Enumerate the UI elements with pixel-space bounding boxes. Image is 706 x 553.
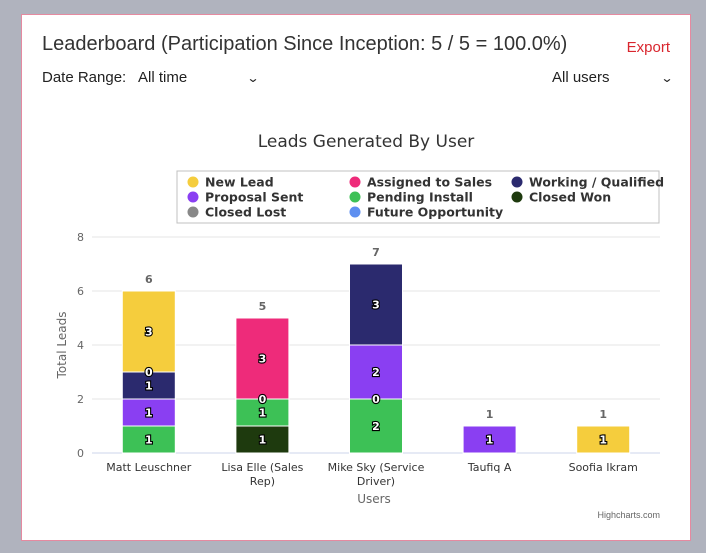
stack-total-label: 7 xyxy=(372,246,380,259)
data-label: 1 xyxy=(145,434,153,447)
bar-segment xyxy=(462,425,517,454)
y-axis-label: Total Leads xyxy=(55,312,69,380)
filter-row: Date Range: All time ⌄ All users ⌄ xyxy=(42,69,674,93)
data-label: 1 xyxy=(145,407,153,420)
chart-title: Leads Generated By User xyxy=(258,132,475,152)
stack-total-label: 1 xyxy=(599,408,607,421)
x-tick-label: Soofia Ikram xyxy=(569,461,638,474)
data-label: 1 xyxy=(259,407,267,420)
legend-item: Assigned to Sales xyxy=(367,175,492,190)
x-axis-label: Users xyxy=(357,492,391,506)
page-title: Leaderboard (Participation Since Incepti… xyxy=(42,33,568,55)
legend-marker xyxy=(187,191,199,203)
bar-segment xyxy=(235,317,290,400)
stack-total-label: 5 xyxy=(259,300,267,313)
users-value: All users xyxy=(552,69,610,86)
legend-item: Closed Won xyxy=(529,190,611,205)
data-label: 1 xyxy=(145,380,153,393)
leaderboard-card: Leaderboard (Participation Since Incepti… xyxy=(21,14,691,541)
legend-item: Working / Qualified xyxy=(529,175,664,190)
x-tick-label: Taufiq A xyxy=(467,461,512,474)
legend-marker xyxy=(349,191,361,203)
export-button[interactable]: Export xyxy=(626,39,670,56)
bar-segment xyxy=(235,398,290,427)
chart-credits[interactable]: Highcharts.com xyxy=(597,510,660,520)
data-label: 2 xyxy=(372,366,380,379)
bar-segment xyxy=(235,425,290,454)
chevron-down-icon: ⌄ xyxy=(246,70,260,85)
data-label: 1 xyxy=(599,434,607,447)
y-tick-label: 2 xyxy=(77,393,84,406)
bar-segment xyxy=(349,263,403,346)
zero-data-label: 0 xyxy=(145,366,153,379)
stack-total-label: 6 xyxy=(145,273,153,286)
y-tick-label: 6 xyxy=(77,285,84,298)
leads-chart: Leads Generated By User New Lead Assigned … xyxy=(55,132,664,506)
bar-segment xyxy=(121,425,176,454)
legend-item: Future Opportunity xyxy=(367,205,503,220)
legend-box xyxy=(176,170,660,224)
y-tick-label: 8 xyxy=(77,231,84,244)
bar-segment xyxy=(576,425,631,454)
data-label: 1 xyxy=(259,434,267,447)
data-label: 1 xyxy=(486,434,494,447)
date-range-value: All time xyxy=(138,69,188,86)
legend-marker xyxy=(187,206,199,218)
data-label: 3 xyxy=(372,299,380,312)
bar-segment xyxy=(349,344,403,400)
legend-item: Proposal Sent xyxy=(205,190,303,205)
legend-marker xyxy=(511,191,523,203)
data-label: 3 xyxy=(259,353,267,366)
legend-item: Pending Install xyxy=(367,190,473,205)
bar-segment xyxy=(349,398,403,454)
y-tick-label: 4 xyxy=(77,339,84,352)
zero-data-label: 0 xyxy=(259,393,267,406)
legend-item: New Lead xyxy=(205,175,274,190)
x-tick-label: Driver) xyxy=(357,475,395,488)
legend-item: Closed Lost xyxy=(205,205,286,220)
bar-segment xyxy=(121,398,176,427)
zero-data-label: 0 xyxy=(372,393,380,406)
data-label: 3 xyxy=(145,326,153,339)
users-select[interactable]: All users ⌄ xyxy=(552,69,674,86)
x-tick-label: Rep) xyxy=(250,475,275,488)
data-label: 2 xyxy=(372,420,380,433)
y-tick-label: 0 xyxy=(77,447,84,460)
legend-marker xyxy=(349,176,361,188)
legend-marker xyxy=(349,206,361,218)
x-tick-label: Mike Sky (Service xyxy=(328,461,425,474)
x-tick-label: Matt Leuschner xyxy=(106,461,192,474)
legend-marker xyxy=(511,176,523,188)
date-range-label: Date Range: xyxy=(42,69,127,86)
bar-segment xyxy=(121,290,176,373)
x-tick-label: Lisa Elle (Sales xyxy=(221,461,303,474)
stack-total-label: 1 xyxy=(486,408,494,421)
chevron-down-icon: ⌄ xyxy=(660,70,674,85)
legend-marker xyxy=(187,176,199,188)
date-range-select[interactable]: All time ⌄ xyxy=(138,69,260,86)
